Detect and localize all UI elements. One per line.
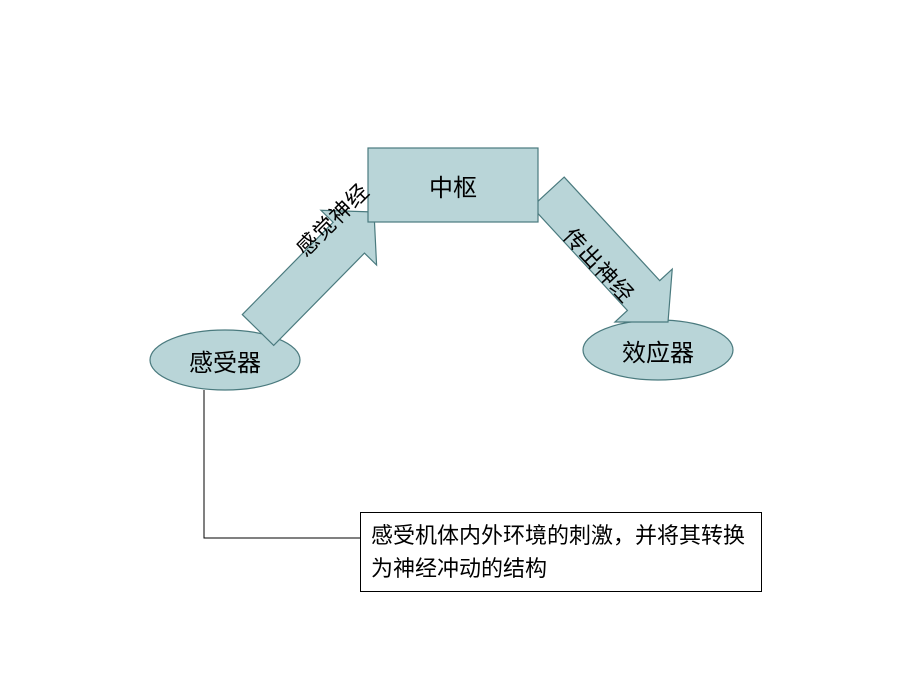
node-center: 中枢: [368, 148, 538, 222]
node-center-label: 中枢: [429, 168, 477, 203]
node-receptor: 感受器: [150, 330, 300, 390]
node-effector-label: 效应器: [622, 333, 694, 368]
node-receptor-label: 感受器: [189, 343, 261, 378]
node-effector: 效应器: [583, 320, 733, 380]
description-textbox: 感受机体内外环境的刺激，并将其转换为神经冲动的结构: [360, 512, 762, 592]
diagram-canvas: 中枢 感受器 效应器 感觉神经 传出神经 感受机体内外环境的刺激，并将其转换为神…: [0, 0, 920, 690]
description-text: 感受机体内外环境的刺激，并将其转换为神经冲动的结构: [371, 523, 745, 581]
